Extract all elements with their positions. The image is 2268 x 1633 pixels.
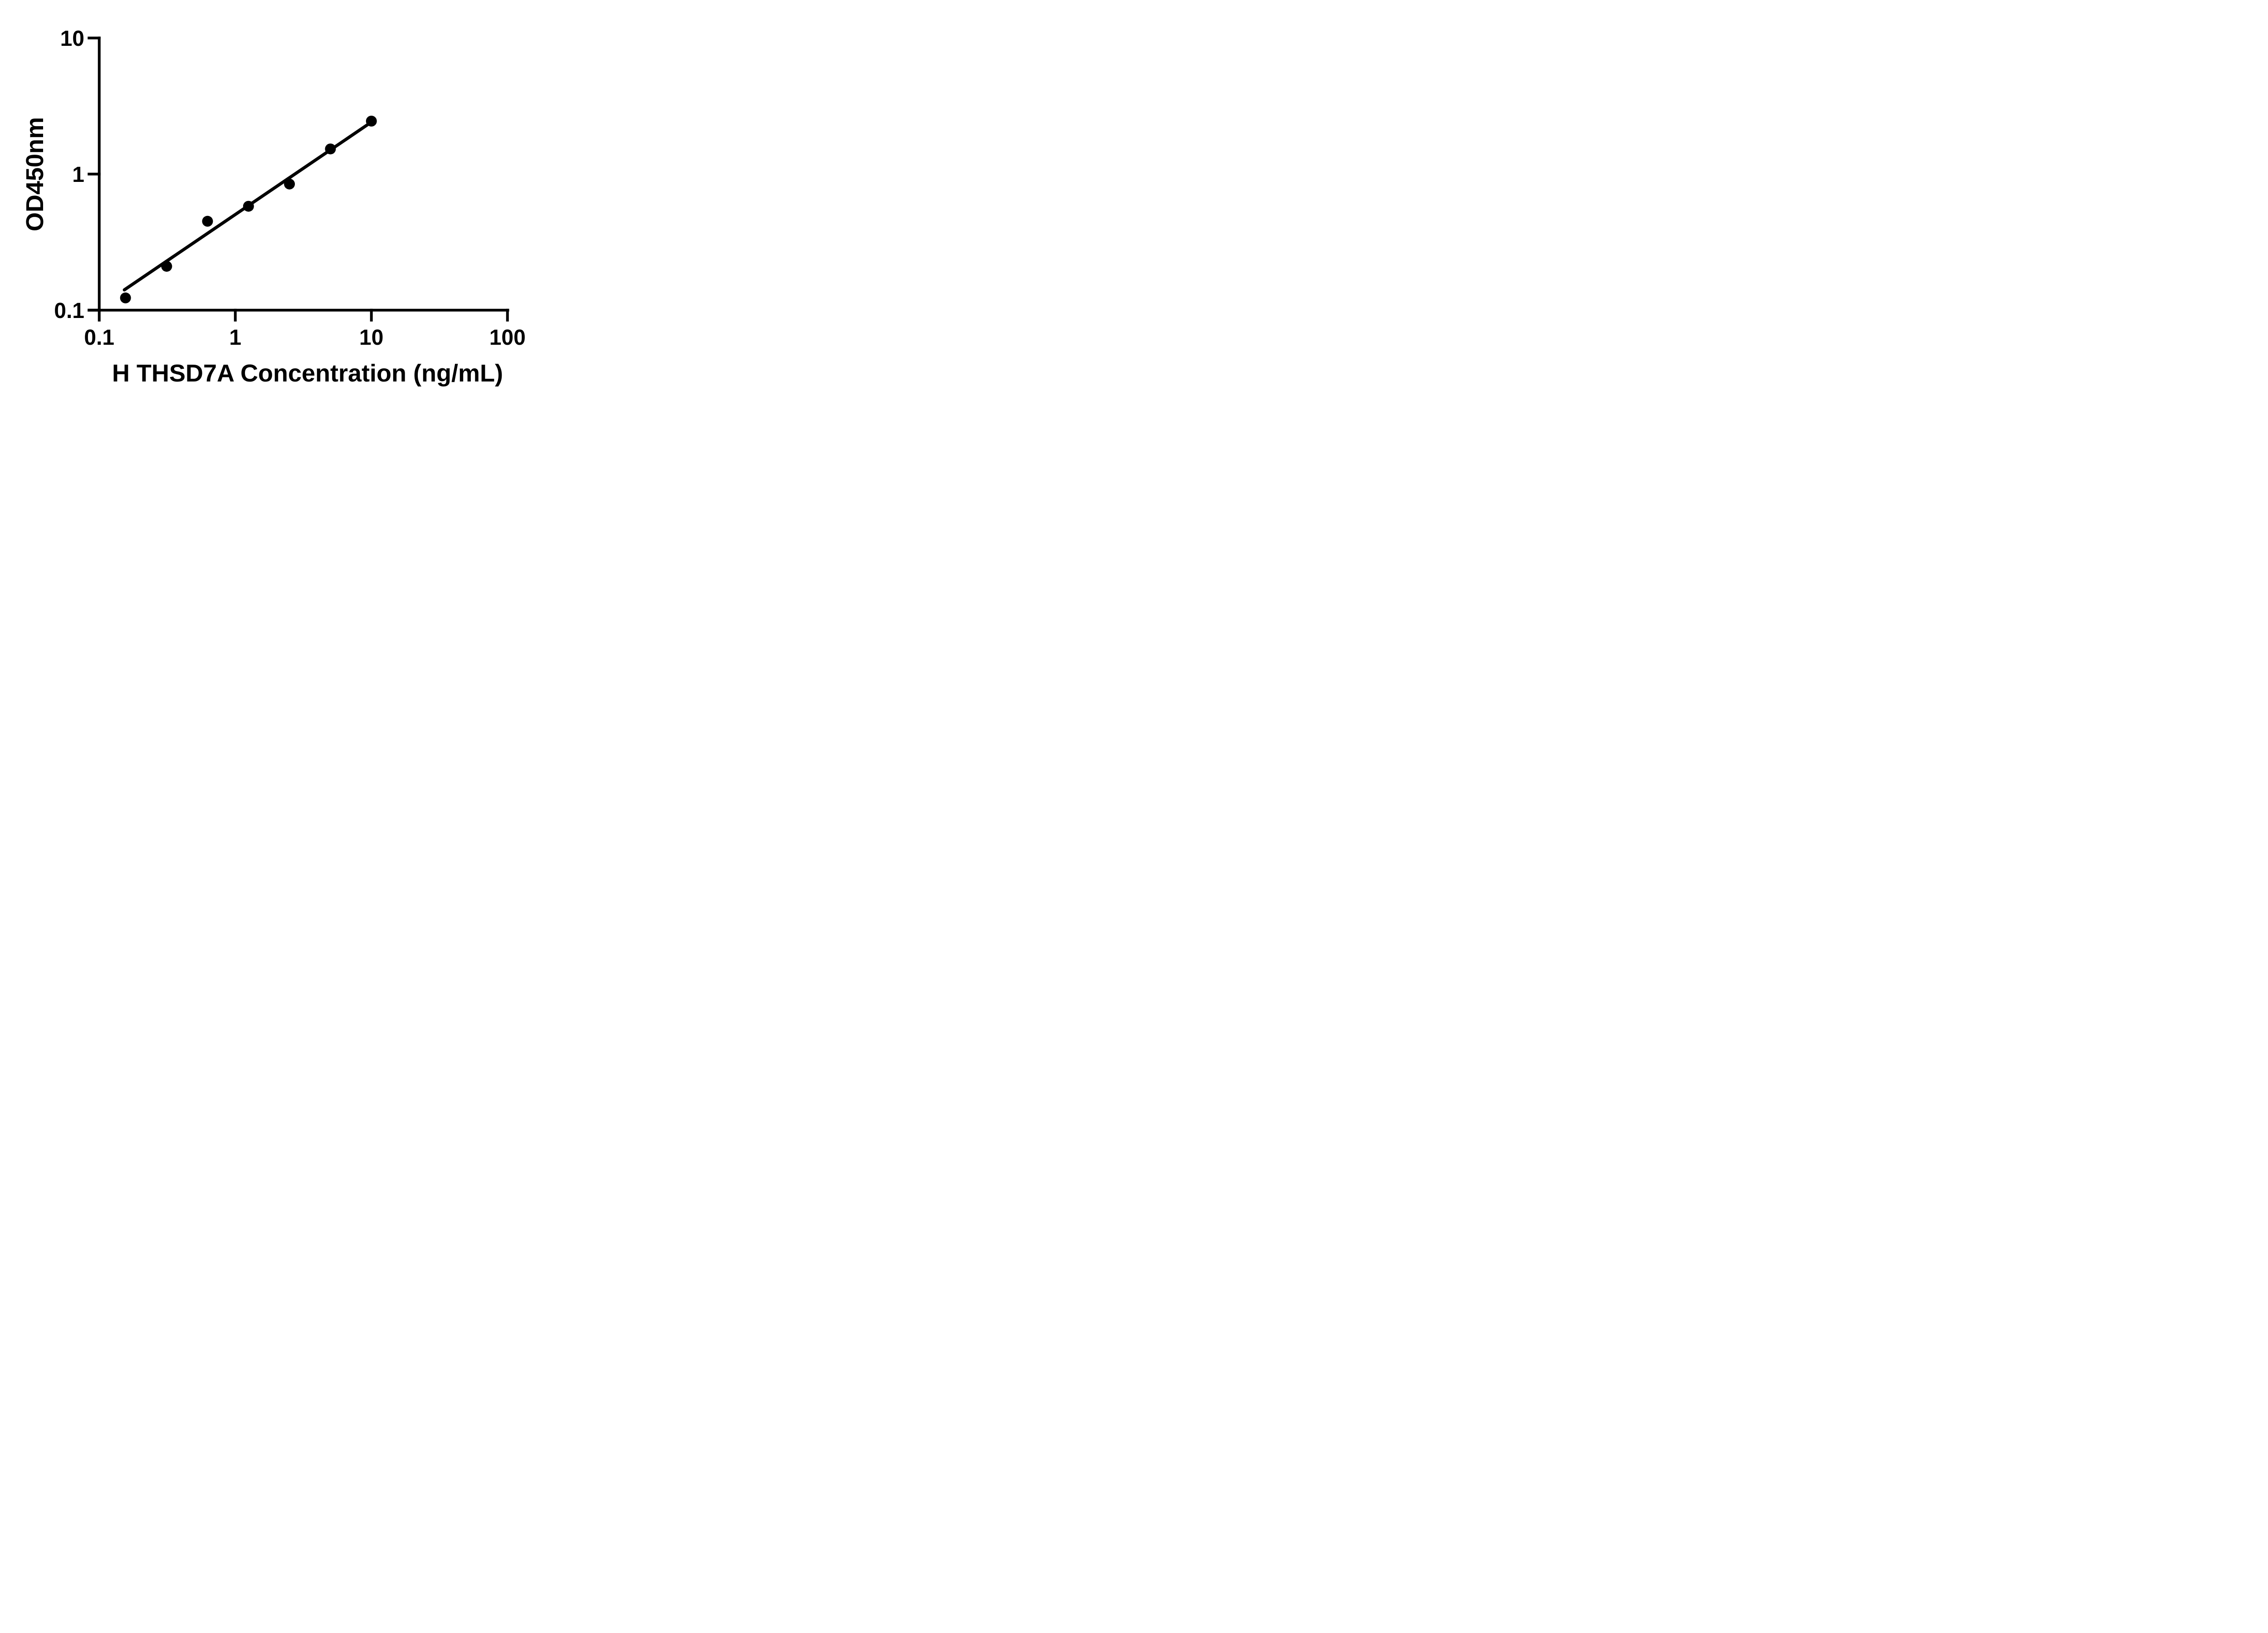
data-point-x5 xyxy=(325,143,336,155)
data-point-x0.313 xyxy=(161,261,172,272)
y-axis-title: OD450nm xyxy=(21,117,49,231)
x-tick-label-0.1: 0.1 xyxy=(84,326,114,350)
tick-labels: 0.1 1 10 100 0.1 1 10 xyxy=(54,27,526,350)
y-tick-label-1: 1 xyxy=(72,163,84,187)
chart-canvas: 0.1 1 10 100 0.1 1 10 H THSD7A Concentration (… xyxy=(21,27,526,387)
x-tick-label-10: 10 xyxy=(359,326,383,350)
plot-data xyxy=(120,116,377,303)
data-point-x1.25 xyxy=(243,200,254,212)
x-tick-label-1: 1 xyxy=(229,326,241,350)
x-axis-title: H THSD7A Concentration (ng/mL) xyxy=(112,360,503,387)
y-tick-label-0.1: 0.1 xyxy=(54,299,84,323)
x-tick-label-100: 100 xyxy=(489,326,526,350)
elisa-standard-curve-figure: 0.1 1 10 100 0.1 1 10 H THSD7A Concentration (… xyxy=(0,0,570,408)
data-point-x2.5 xyxy=(284,178,295,190)
data-point-x0.156 xyxy=(120,292,131,303)
data-point-x10 xyxy=(366,116,377,127)
axes xyxy=(88,36,509,322)
data-point-x0.625 xyxy=(202,215,213,227)
y-tick-label-10: 10 xyxy=(60,27,84,51)
